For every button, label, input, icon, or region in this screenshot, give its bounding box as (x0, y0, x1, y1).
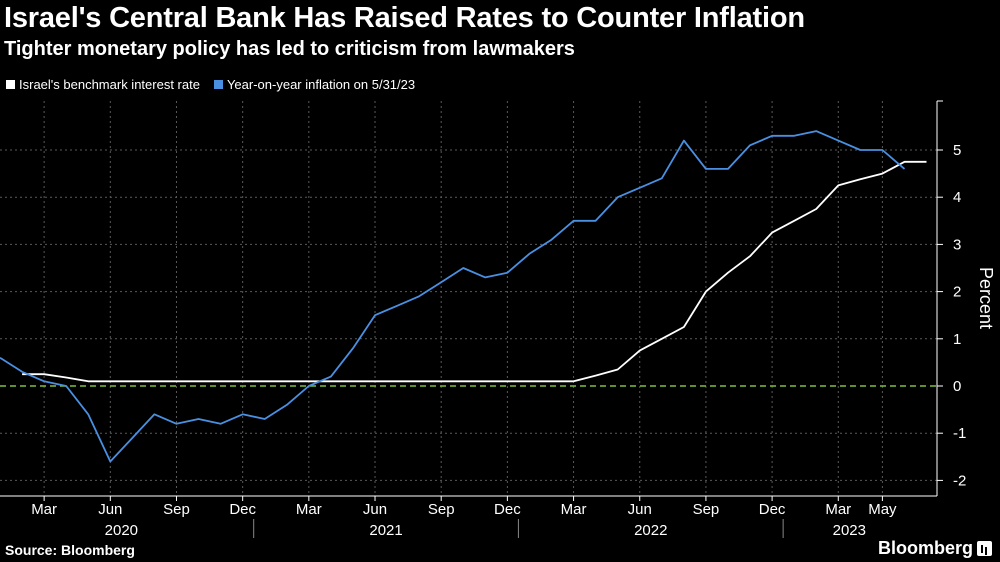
series-line-interest-rate (22, 160, 927, 383)
y-tick-label: 0 (953, 378, 961, 395)
year-label: 2020 (105, 522, 138, 539)
series-layer (0, 130, 927, 463)
legend-swatch-inflation (213, 80, 223, 89)
x-tick-label: Sep (428, 501, 455, 518)
x-tick-label: May (868, 501, 897, 518)
x-tick-label: Mar (31, 501, 57, 518)
chart-subtitle: Tighter monetary policy has led to criti… (4, 38, 575, 60)
legend: Israel's benchmark interest rate Year-on… (6, 77, 429, 92)
legend-label-rate: Israel's benchmark interest rate (19, 77, 200, 92)
y-tick-label: -2 (953, 472, 966, 489)
x-tick-label: Jun (98, 501, 122, 518)
axis-layer: 5 4 3 2 1 0 -1 -2 Mar Jun Sep Dec Mar Jun Sep Dec Mar Jun… (0, 100, 966, 539)
grid-layer (0, 101, 937, 496)
chart-title: Israel's Central Bank Has Raised Rates t… (4, 2, 805, 34)
brand-name: Bloomberg (877, 538, 973, 558)
legend-item-rate: Israel's benchmark interest rate (6, 77, 200, 92)
y-tick-label: 2 (953, 284, 961, 301)
series-line-inflation (0, 130, 906, 463)
x-tick-label: Dec (229, 501, 256, 518)
legend-label-inflation: Year-on-year inflation on 5/31/23 (226, 77, 416, 92)
x-tick-label: Dec (759, 501, 786, 518)
x-tick-label: Dec (494, 501, 521, 518)
year-label: 2022 (634, 522, 667, 539)
y-axis-title: Percent (976, 267, 996, 329)
y-tick-label: 3 (953, 236, 961, 253)
x-tick-label: Sep (163, 501, 190, 518)
x-tick-label: Jun (363, 501, 387, 518)
y-tick-label: 1 (953, 331, 961, 348)
legend-item-inflation: Year-on-year inflation on 5/31/23 (213, 77, 416, 92)
bar-chart-icon (977, 541, 992, 556)
year-label: 2023 (833, 522, 866, 539)
legend-swatch-rate (6, 80, 15, 89)
x-tick-label: Sep (693, 501, 720, 518)
y-tick-label: -1 (953, 425, 966, 442)
brand-logo: Bloomberg (878, 538, 992, 559)
x-tick-label: Mar (825, 501, 851, 518)
y-tick-label: 5 (953, 142, 961, 159)
x-tick-label: Mar (296, 501, 322, 518)
source-note: Source: Bloomberg (5, 542, 135, 558)
x-tick-label: Mar (561, 501, 587, 518)
x-tick-label: Jun (628, 501, 652, 518)
y-tick-label: 4 (953, 189, 961, 206)
year-label: 2021 (369, 522, 402, 539)
